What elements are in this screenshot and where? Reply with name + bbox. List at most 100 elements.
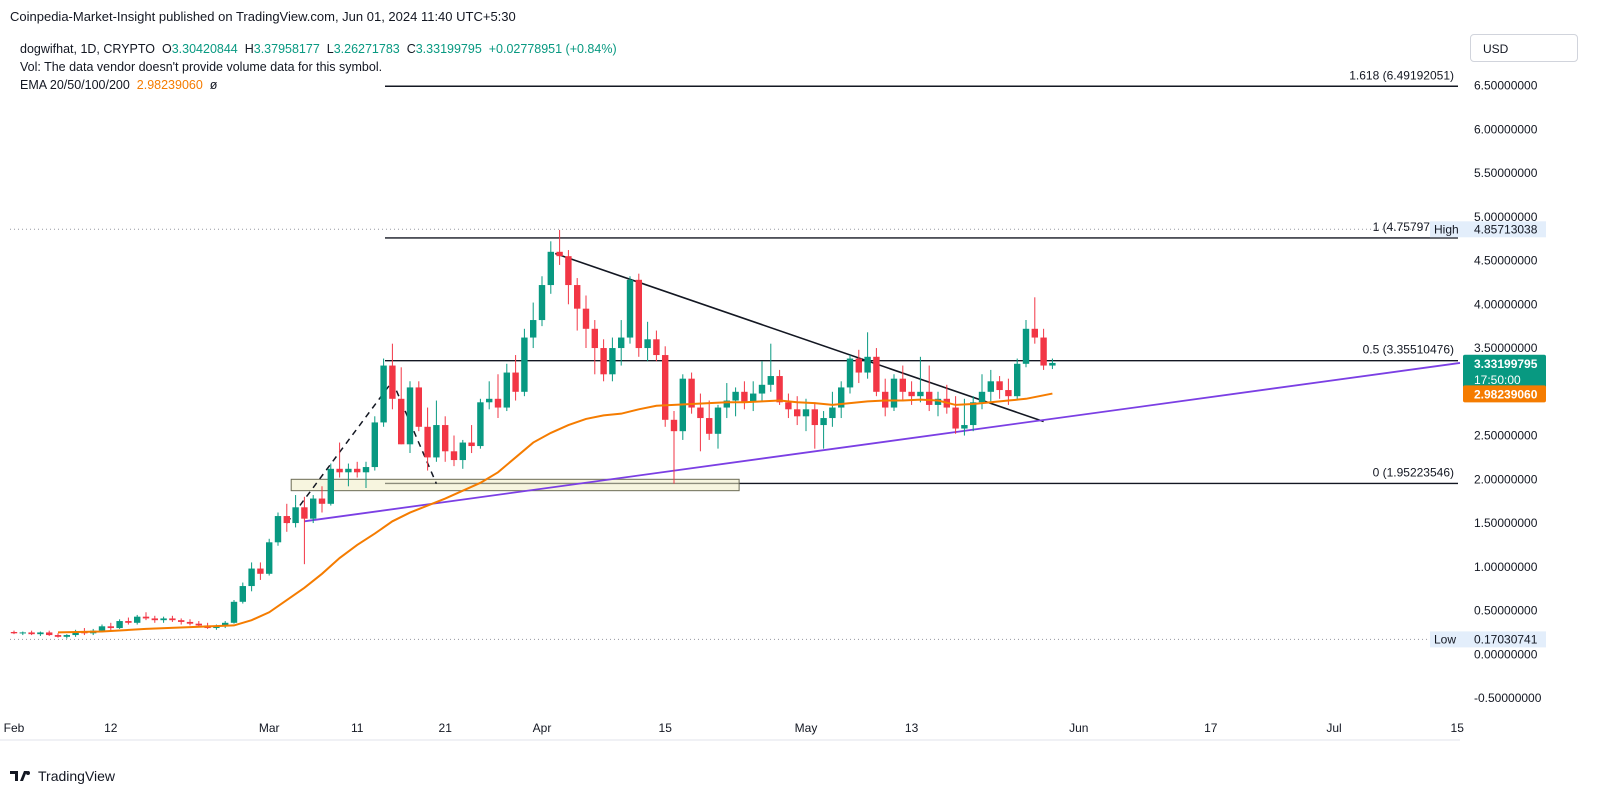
candle xyxy=(433,400,440,462)
candle-body xyxy=(486,398,493,403)
candle xyxy=(257,562,264,580)
ema-line xyxy=(57,392,1053,634)
candle-body xyxy=(829,407,836,419)
ema-row[interactable]: EMA 20/50/100/200 2.98239060 ø xyxy=(20,76,617,94)
candle xyxy=(882,378,889,417)
candle-body xyxy=(406,387,414,445)
candle-body xyxy=(1014,363,1021,397)
candle-body xyxy=(186,621,194,624)
candle xyxy=(987,369,994,403)
candle xyxy=(37,631,44,636)
candle-body xyxy=(98,626,106,631)
candle-body xyxy=(970,402,977,426)
ema-value: 2.98239060 xyxy=(136,78,203,92)
candle xyxy=(758,361,766,401)
symbol-name[interactable]: dogwifhat, 1D, CRYPTO xyxy=(20,42,156,56)
candle xyxy=(723,383,730,419)
candle xyxy=(530,302,537,349)
time-tick-label: 11 xyxy=(351,721,364,735)
candle xyxy=(952,396,959,434)
candle xyxy=(398,367,405,445)
candle-body xyxy=(811,409,818,426)
candle-body xyxy=(1005,390,1012,397)
time-tick-label: 13 xyxy=(905,721,919,735)
candle-body xyxy=(442,425,449,452)
candle-body xyxy=(195,623,202,626)
price-tick-label: 0.00000000 xyxy=(1474,647,1538,661)
candle-body xyxy=(820,418,827,426)
candle xyxy=(354,461,361,478)
candle xyxy=(846,355,854,394)
ema-polyline xyxy=(57,392,1053,634)
dotted-high-low-lines xyxy=(10,228,1460,640)
candle-body xyxy=(1031,328,1038,338)
candle xyxy=(318,486,326,513)
marker-label: Low xyxy=(1434,632,1456,646)
candle xyxy=(890,374,898,412)
candle-body xyxy=(301,507,308,519)
ema-hidden-icon[interactable]: ø xyxy=(209,78,218,92)
candle-body xyxy=(926,391,933,405)
candle-body xyxy=(521,337,528,392)
candle xyxy=(838,381,845,419)
candle xyxy=(820,411,827,449)
candle-body xyxy=(618,337,625,349)
candle-body xyxy=(530,320,537,338)
candle xyxy=(653,330,660,362)
price-tick-label: 6.50000000 xyxy=(1474,79,1538,93)
candle xyxy=(776,369,783,405)
open-label: O xyxy=(161,42,172,56)
candle-body xyxy=(899,378,906,392)
candle xyxy=(450,435,458,467)
volume-note: Vol: The data vendor doesn't provide vol… xyxy=(20,60,383,74)
candle xyxy=(160,616,167,623)
candle-body xyxy=(37,632,44,635)
candle-body xyxy=(54,635,62,637)
candle xyxy=(178,618,185,625)
candle xyxy=(19,631,26,636)
candle-body xyxy=(274,516,282,543)
candle xyxy=(706,400,713,440)
candle xyxy=(186,619,194,626)
candle-body xyxy=(248,568,255,587)
currency-button[interactable]: USD xyxy=(1470,34,1578,62)
candle-body xyxy=(1049,362,1056,366)
fib-level-label: 0.5 (3.35510476) xyxy=(1363,343,1454,357)
candle-body xyxy=(767,376,774,385)
time-tick-label: Apr xyxy=(533,721,552,735)
candle-body xyxy=(318,498,326,504)
candle xyxy=(336,442,343,478)
candle xyxy=(266,538,273,576)
candle-body xyxy=(380,365,387,423)
candle-body xyxy=(160,618,167,621)
candle xyxy=(1031,297,1038,344)
price-tick-label: 1.00000000 xyxy=(1474,560,1538,574)
candle-body xyxy=(741,391,748,403)
candle-body xyxy=(450,451,458,461)
tradingview-brand[interactable]: TradingView xyxy=(10,768,115,784)
candle xyxy=(767,343,774,392)
candle-body xyxy=(908,391,915,397)
candle xyxy=(10,630,18,635)
change-value: +0.02778951 (+0.84%) xyxy=(488,42,617,56)
candle-body xyxy=(19,632,26,634)
candle xyxy=(934,391,942,417)
candle xyxy=(415,381,422,432)
fib-level-label: 1.618 (6.49192051) xyxy=(1349,68,1454,82)
candle xyxy=(970,396,977,432)
time-tick-label: Feb xyxy=(4,721,25,735)
candle-body xyxy=(653,339,660,356)
candle xyxy=(864,332,871,379)
candle xyxy=(521,328,528,397)
time-tick-label: 17 xyxy=(1204,721,1218,735)
candle xyxy=(222,621,229,629)
candle-body xyxy=(706,418,713,434)
candle xyxy=(169,615,176,622)
candle xyxy=(274,512,282,546)
candle xyxy=(926,365,933,412)
price-tick-label: -0.50000000 xyxy=(1474,691,1542,705)
candle-body xyxy=(512,372,519,392)
marker-background xyxy=(1430,221,1546,238)
candle-body xyxy=(565,256,572,286)
